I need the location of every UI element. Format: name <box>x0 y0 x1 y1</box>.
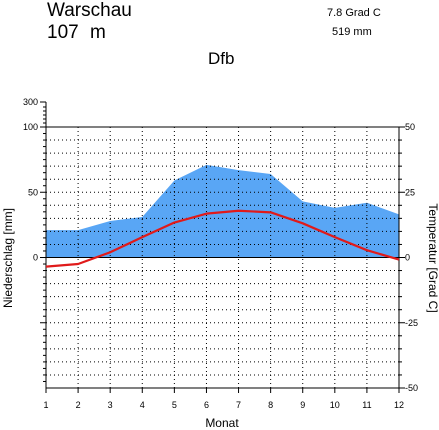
y-axis-label-left: Niederschlag [mm] <box>1 208 15 308</box>
x-tick-label: 5 <box>172 400 177 410</box>
climate-class: Dfb <box>208 49 235 68</box>
right-tick-label: 0 <box>405 253 410 263</box>
x-tick-label: 8 <box>268 400 273 410</box>
right-tick-label: -25 <box>405 318 418 328</box>
right-tick-label: 50 <box>405 122 415 132</box>
x-tick-label: 10 <box>330 400 340 410</box>
left-tick-label: 0 <box>33 253 38 263</box>
mean-temperature: 7.8 Grad C <box>327 7 381 19</box>
right-tick-label: -50 <box>405 383 418 393</box>
station-name: Warschau <box>47 0 132 21</box>
x-tick-label: 9 <box>300 400 305 410</box>
x-tick-label: 6 <box>204 400 209 410</box>
annual-precipitation: 519 mm <box>332 26 372 38</box>
station-elevation: 107 m <box>47 22 106 43</box>
x-tick-label: 7 <box>236 400 241 410</box>
left-tick-label: 300 <box>23 97 38 107</box>
left-tick-label: 100 <box>23 122 38 132</box>
right-tick-label: 25 <box>405 187 415 197</box>
y-axis-label-right: Temperatur [Grad C] <box>426 203 439 312</box>
x-tick-label: 2 <box>76 400 81 410</box>
x-tick-label: 4 <box>140 400 145 410</box>
left-tick-label: 50 <box>28 187 38 197</box>
x-tick-label: 1 <box>43 400 48 410</box>
x-tick-label: 3 <box>108 400 113 410</box>
x-tick-label: 11 <box>362 400 371 410</box>
x-tick-label: 12 <box>394 400 404 410</box>
temperature-line <box>45 209 400 268</box>
x-axis-label: Monat <box>205 416 239 430</box>
